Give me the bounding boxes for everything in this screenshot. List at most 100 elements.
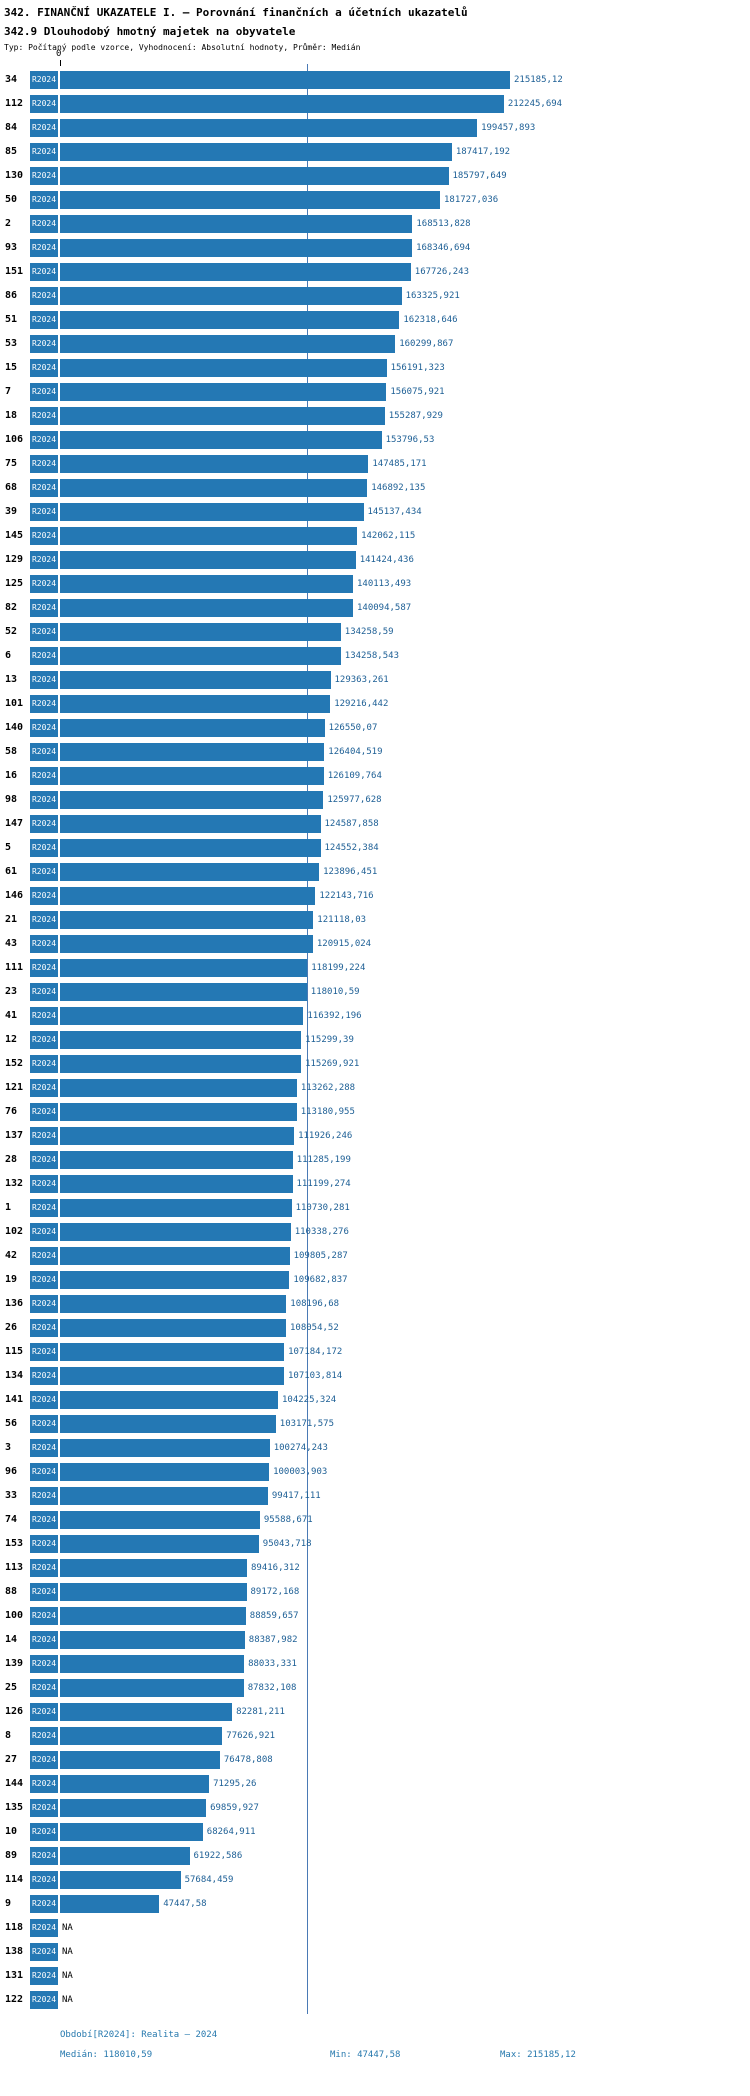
value-bar xyxy=(60,695,331,713)
row-id: 136 xyxy=(5,1298,24,1309)
row-id: 130 xyxy=(5,170,24,181)
row-id: 98 xyxy=(5,794,18,805)
row-id: 151 xyxy=(5,266,24,277)
value-bar xyxy=(60,1535,259,1553)
value-bar xyxy=(60,1775,210,1793)
chart-row: 129 R2024 141424,436 xyxy=(0,548,750,572)
value-label: 141424,436 xyxy=(359,555,414,565)
period-chip: R2024 xyxy=(30,1079,58,1097)
value-bar xyxy=(60,551,356,569)
footer-max: Max: 215185,12 xyxy=(500,2050,576,2060)
chart-row: 84 R2024 199457,893 xyxy=(0,116,750,140)
value-label: 113180,955 xyxy=(300,1107,355,1117)
value-bar xyxy=(60,1559,247,1577)
chart-row: 145 R2024 142062,115 xyxy=(0,524,750,548)
period-chip: R2024 xyxy=(30,407,58,425)
value-label: 124552,384 xyxy=(324,843,379,853)
row-id: 19 xyxy=(5,1274,18,1285)
value-bar xyxy=(60,1463,270,1481)
chart-row: 138 R2024 NA xyxy=(0,1940,750,1964)
period-chip: R2024 xyxy=(30,1271,58,1289)
value-label: 163325,921 xyxy=(405,291,460,301)
row-id: 121 xyxy=(5,1082,24,1093)
chart-row: 131 R2024 NA xyxy=(0,1964,750,1988)
row-id: 122 xyxy=(5,1994,24,2005)
period-chip: R2024 xyxy=(30,1391,58,1409)
chart-row: 58 R2024 126404,519 xyxy=(0,740,750,764)
value-bar xyxy=(60,119,478,137)
period-chip: R2024 xyxy=(30,1751,58,1769)
value-bar xyxy=(60,455,369,473)
chart-row: 98 R2024 125977,628 xyxy=(0,788,750,812)
chart-row: 25 R2024 87832,108 xyxy=(0,1676,750,1700)
value-bar xyxy=(60,791,324,809)
row-id: 26 xyxy=(5,1322,18,1333)
row-id: 76 xyxy=(5,1106,18,1117)
period-chip: R2024 xyxy=(30,71,58,89)
chart-row: 136 R2024 108196,68 xyxy=(0,1292,750,1316)
value-bar xyxy=(60,911,314,929)
report-subtitle: 342.9 Dlouhodobý hmotný majetek na obyva… xyxy=(4,25,296,38)
value-label: 168346,694 xyxy=(416,243,471,253)
value-bar xyxy=(60,959,308,977)
value-bar xyxy=(60,671,331,689)
row-id: 39 xyxy=(5,506,18,517)
period-chip: R2024 xyxy=(30,1559,58,1577)
row-id: 89 xyxy=(5,1850,18,1861)
period-chip: R2024 xyxy=(30,1991,58,2009)
period-chip: R2024 xyxy=(30,983,58,1001)
chart-row: 14 R2024 88387,982 xyxy=(0,1628,750,1652)
row-id: 1 xyxy=(5,1202,12,1213)
period-chip: R2024 xyxy=(30,815,58,833)
row-id: 2 xyxy=(5,218,12,229)
row-id: 102 xyxy=(5,1226,24,1237)
value-bar xyxy=(60,527,358,545)
value-label: 118010,59 xyxy=(310,987,360,997)
value-label: 212245,694 xyxy=(507,99,563,109)
row-id: 114 xyxy=(5,1874,24,1885)
row-id: 145 xyxy=(5,530,24,541)
value-bar xyxy=(60,71,510,89)
value-bar xyxy=(60,1367,284,1385)
value-bar xyxy=(60,1391,278,1409)
value-label: 124587,858 xyxy=(324,819,379,829)
value-label: 100003,903 xyxy=(273,1467,328,1477)
footer-period: Období[R2024]: Realita – 2024 xyxy=(60,2030,218,2040)
row-id: 41 xyxy=(5,1010,18,1021)
value-label: 122143,716 xyxy=(319,891,374,901)
chart-row: 5 R2024 124552,384 xyxy=(0,836,750,860)
value-label: 120915,024 xyxy=(316,939,372,949)
period-chip: R2024 xyxy=(30,1727,58,1745)
value-bar xyxy=(60,1151,293,1169)
period-chip: R2024 xyxy=(30,1103,58,1121)
row-id: 52 xyxy=(5,626,18,637)
value-bar xyxy=(60,647,341,665)
value-bar xyxy=(60,767,324,785)
period-chip: R2024 xyxy=(30,1415,58,1433)
period-chip: R2024 xyxy=(30,95,58,113)
row-id: 5 xyxy=(5,842,12,853)
row-id: 21 xyxy=(5,914,18,925)
value-label: 88033,331 xyxy=(248,1659,297,1669)
chart-row: 6 R2024 134258,543 xyxy=(0,644,750,668)
chart-row: 106 R2024 153796,53 xyxy=(0,428,750,452)
chart-row: 125 R2024 140113,493 xyxy=(0,572,750,596)
chart-row: 41 R2024 116392,196 xyxy=(0,1004,750,1028)
value-bar xyxy=(60,719,325,737)
value-label: 147485,171 xyxy=(372,459,427,469)
period-chip: R2024 xyxy=(30,119,58,137)
value-bar xyxy=(60,1583,247,1601)
value-bar xyxy=(60,1199,292,1217)
period-chip: R2024 xyxy=(30,263,58,281)
value-label: 113262,288 xyxy=(300,1083,356,1093)
chart-row: 26 R2024 108054,52 xyxy=(0,1316,750,1340)
chart-row: 112 R2024 212245,694 xyxy=(0,92,750,116)
value-label: 87832,108 xyxy=(247,1683,297,1693)
row-id: 13 xyxy=(5,674,18,685)
period-chip: R2024 xyxy=(30,239,58,257)
period-chip: R2024 xyxy=(30,1583,58,1601)
value-label: 153796,53 xyxy=(385,435,435,445)
value-bar xyxy=(60,743,325,761)
value-bar xyxy=(60,95,504,113)
chart-row: 122 R2024 NA xyxy=(0,1988,750,2012)
